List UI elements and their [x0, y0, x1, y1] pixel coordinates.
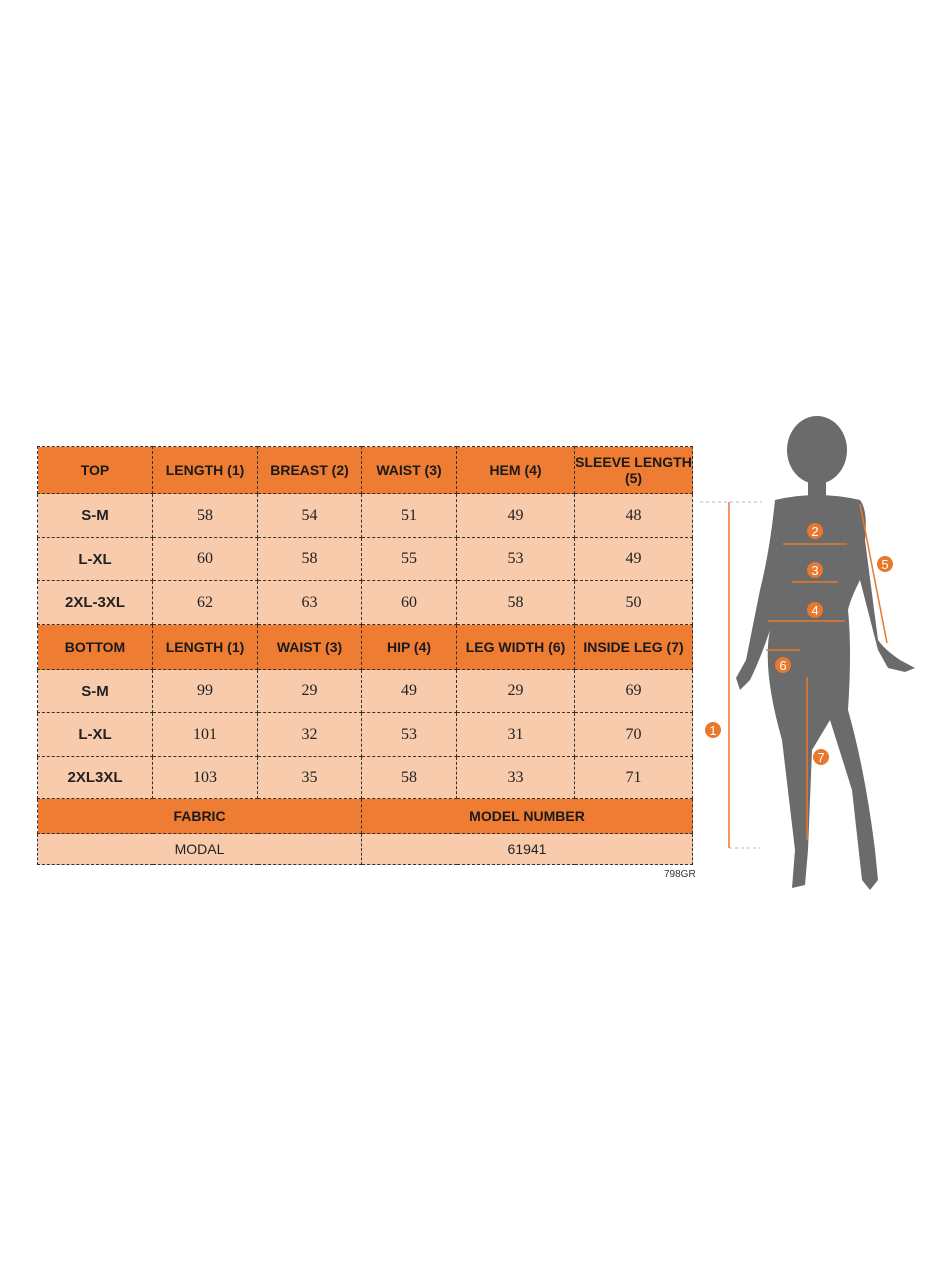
info-row: FABRIC MODEL NUMBER [37, 798, 693, 834]
bottom-size-row: S-M 99 29 49 29 69 [37, 669, 693, 713]
bottom-size-row-cell: 99 [152, 669, 258, 713]
measurement-marker-7: 7 [813, 749, 829, 765]
top-size-row-cell: 48 [574, 493, 693, 538]
bottom-size-row-cell: 2XL3XL [37, 756, 153, 799]
female-silhouette [736, 416, 915, 890]
top-size-row: 2XL-3XL 62 63 60 58 50 [37, 580, 693, 625]
bottom-size-row-cell: 29 [456, 669, 575, 713]
bottom-header-row-cell: LENGTH (1) [152, 624, 258, 670]
bottom-size-row-cell: L-XL [37, 712, 153, 757]
top-size-row-cell: 55 [361, 537, 457, 581]
top-size-row-cell: 51 [361, 493, 457, 538]
size-chart-table: TOP LENGTH (1) BREAST (2) WAIST (3) HEM (4) S… [37, 446, 693, 865]
bottom-size-row-cell: 32 [257, 712, 362, 757]
bottom-header-row-cell: LEG WIDTH (6) [456, 624, 575, 670]
bottom-header-row-cell: INSIDE LEG (7) [574, 624, 693, 670]
bottom-header-row: BOTTOM LENGTH (1) WAIST (3) HIP (4) LEG WIDT… [37, 624, 693, 670]
top-size-row-cell: 53 [456, 537, 575, 581]
bottom-header-row-cell: HIP (4) [361, 624, 457, 670]
svg-text:3: 3 [811, 563, 818, 578]
svg-text:4: 4 [811, 603, 818, 618]
svg-text:6: 6 [779, 658, 786, 673]
top-header-row-cell: WAIST (3) [361, 446, 457, 494]
top-size-row-cell: 58 [257, 537, 362, 581]
top-size-row-cell: S-M [37, 493, 153, 538]
top-size-row-cell: 60 [361, 580, 457, 625]
top-header-row: TOP LENGTH (1) BREAST (2) WAIST (3) HEM (4) S… [37, 446, 693, 494]
bottom-size-row-cell: S-M [37, 669, 153, 713]
top-size-row-cell: 58 [152, 493, 258, 538]
top-header-row-cell: BREAST (2) [257, 446, 362, 494]
measurement-marker-6: 6 [775, 657, 791, 673]
svg-text:1: 1 [709, 723, 716, 738]
bottom-size-row-cell: 31 [456, 712, 575, 757]
model-value: 61941 [361, 833, 693, 865]
bottom-size-row-cell: 69 [574, 669, 693, 713]
top-size-row-cell: 50 [574, 580, 693, 625]
top-size-row-cell: 60 [152, 537, 258, 581]
bottom-size-row-cell: 101 [152, 712, 258, 757]
top-size-row: L-XL 60 58 55 53 49 [37, 537, 693, 581]
measurement-marker-1: 1 [705, 722, 721, 738]
top-header-row-cell: HEM (4) [456, 446, 575, 494]
model-label: MODEL NUMBER [361, 798, 693, 834]
bottom-header-row-cell: WAIST (3) [257, 624, 362, 670]
top-size-row: S-M 58 54 51 49 48 [37, 493, 693, 538]
bottom-size-row-cell: 33 [456, 756, 575, 799]
bottom-size-row-cell: 103 [152, 756, 258, 799]
top-size-row-cell: 2XL-3XL [37, 580, 153, 625]
top-size-row-cell: 54 [257, 493, 362, 538]
product-code: 798GR [664, 869, 696, 880]
svg-text:5: 5 [881, 557, 888, 572]
top-header-row-cell: LENGTH (1) [152, 446, 258, 494]
svg-text:7: 7 [817, 750, 824, 765]
bottom-size-row: L-XL 101 32 53 31 70 [37, 712, 693, 757]
top-header-row-cell: TOP [37, 446, 153, 494]
top-size-row-cell: 49 [574, 537, 693, 581]
bottom-size-row-cell: 35 [257, 756, 362, 799]
top-header-row-cell: SLEEVE LENGTH (5) [574, 446, 693, 494]
svg-text:2: 2 [811, 524, 818, 539]
info-row: MODAL 61941 [37, 833, 693, 865]
top-size-row-cell: 63 [257, 580, 362, 625]
measurement-marker-4: 4 [807, 602, 823, 618]
fabric-label: FABRIC [37, 798, 362, 834]
bottom-header-row-cell: BOTTOM [37, 624, 153, 670]
bottom-size-row-cell: 29 [257, 669, 362, 713]
bottom-size-row: 2XL3XL 103 35 58 33 71 [37, 756, 693, 799]
top-size-row-cell: 58 [456, 580, 575, 625]
bottom-size-row-cell: 58 [361, 756, 457, 799]
top-size-row-cell: L-XL [37, 537, 153, 581]
top-size-row-cell: 49 [456, 493, 575, 538]
bottom-size-row-cell: 53 [361, 712, 457, 757]
fabric-value: MODAL [37, 833, 362, 865]
measurement-marker-5: 5 [877, 556, 893, 572]
measurement-marker-3: 3 [807, 562, 823, 578]
bottom-size-row-cell: 70 [574, 712, 693, 757]
measurement-marker-2: 2 [807, 523, 823, 539]
top-size-row-cell: 62 [152, 580, 258, 625]
bottom-size-row-cell: 71 [574, 756, 693, 799]
bottom-size-row-cell: 49 [361, 669, 457, 713]
body-measurement-figure: 1 2 3 4 5 6 7 [700, 416, 915, 890]
